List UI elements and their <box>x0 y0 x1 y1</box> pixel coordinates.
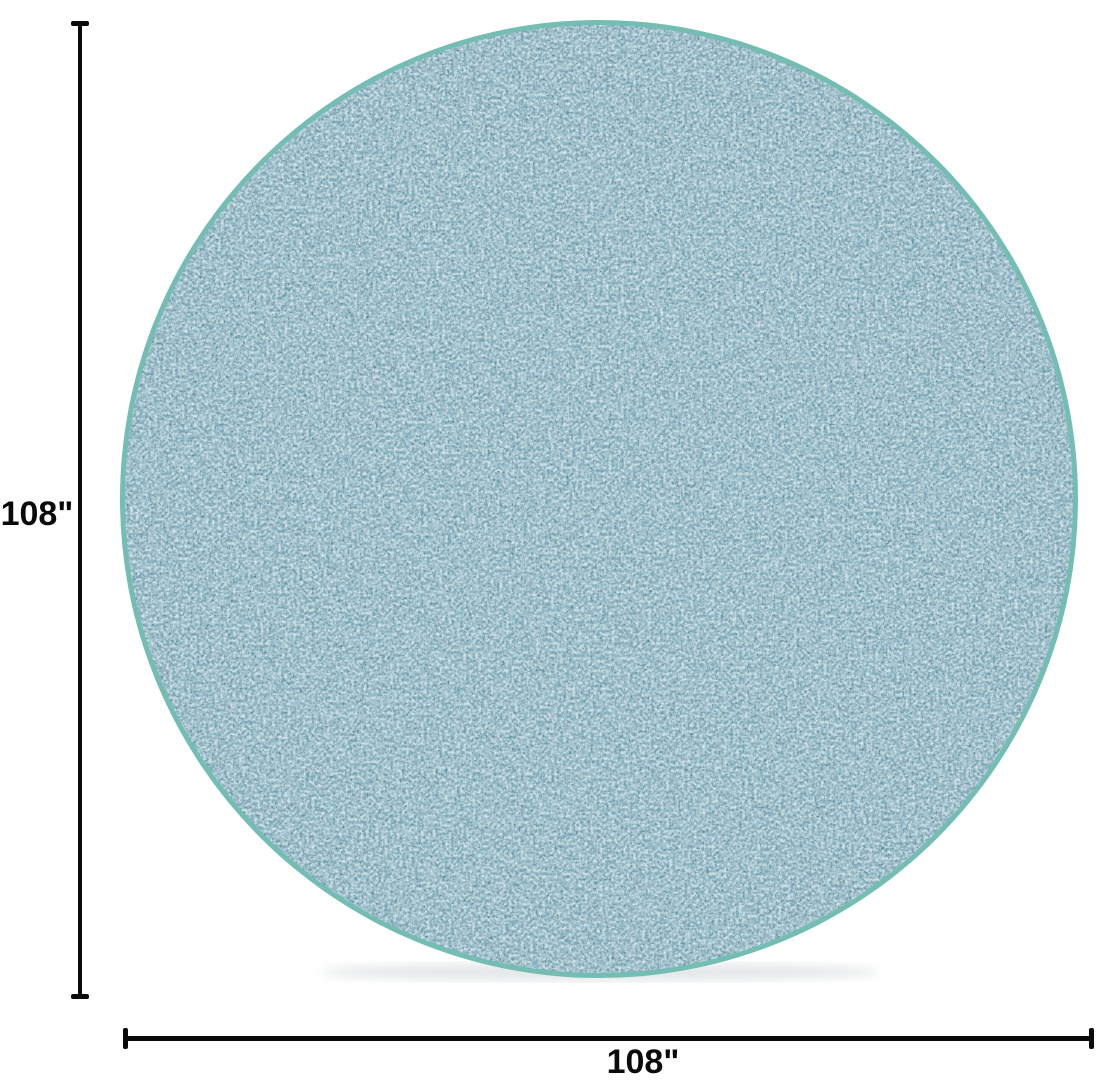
height-dimension-label: 108" <box>0 495 74 533</box>
width-dimension-cap-right <box>1089 1028 1094 1049</box>
height-dimension-cap-bottom <box>71 994 89 999</box>
rug-pile-texture <box>125 25 1073 973</box>
width-dimension-label: 108" <box>606 1043 680 1080</box>
height-dimension-line <box>78 23 82 995</box>
rug-dark-speck-layer <box>125 25 1073 973</box>
width-dimension-line <box>125 1036 1093 1041</box>
